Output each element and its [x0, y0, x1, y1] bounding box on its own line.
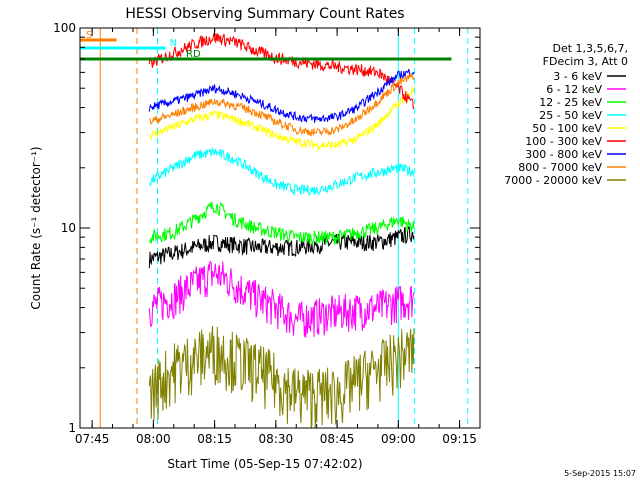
- series-line: [148, 68, 415, 123]
- series-12-25keV: [149, 201, 415, 247]
- flags-layer: S N RD: [79, 30, 452, 61]
- series-6-12keV: [148, 260, 415, 338]
- series-7000-20000keV: [148, 326, 415, 429]
- y-tick-label: 1: [68, 421, 76, 435]
- y-tick-label: 100: [53, 21, 76, 35]
- legend-header: Det 1,3,5,6,7,: [552, 42, 628, 55]
- legend-entry-label: 6 - 12 keV: [546, 83, 602, 96]
- x-tick-label: 09:00: [381, 432, 416, 446]
- legend-header: FDecim 3, Att 0: [543, 55, 628, 68]
- series-line: [148, 147, 415, 196]
- x-tick-label: 09:15: [442, 432, 477, 446]
- legend-entry-label: 100 - 300 keV: [525, 135, 602, 148]
- series-line: [149, 73, 415, 137]
- series-800-7000keV: [149, 73, 415, 137]
- legend-entry-label: 25 - 50 keV: [539, 109, 602, 122]
- x-tick-label: 08:45: [320, 432, 355, 446]
- series-layer: [148, 33, 415, 429]
- y-tick-label: 10: [61, 221, 76, 235]
- x-axis-label: Start Time (05-Sep-15 07:42:02): [167, 457, 362, 471]
- y-axis-label: Count Rate (s⁻¹ detector⁻¹): [29, 146, 43, 309]
- legend-entry-label: 3 - 6 keV: [553, 70, 602, 83]
- chart-title: HESSI Observing Summary Count Rates: [125, 6, 404, 22]
- legend-entry-label: 7000 - 20000 keV: [504, 174, 602, 187]
- vertical-markers: [99, 28, 469, 428]
- legend-entry-label: 800 - 7000 keV: [518, 161, 602, 174]
- date-stamp: 5-Sep-2015 15:07: [564, 469, 636, 478]
- x-tick-label: 08:15: [197, 432, 232, 446]
- legend-entry-label: 300 - 800 keV: [525, 148, 602, 161]
- axes-layer: 07:45 08:00 08:15 08:30 08:45 09:00 09:15 1 10 10…: [53, 21, 481, 446]
- series-line: [148, 225, 415, 269]
- legend: Det 1,3,5,6,7,FDecim 3, Att 0 3 - 6 keV6 …: [504, 42, 628, 187]
- series-line: [148, 326, 415, 429]
- series-300-800keV: [148, 68, 415, 123]
- legend-entry-label: 50 - 100 keV: [532, 122, 602, 135]
- series-line: [149, 201, 415, 247]
- series-25-50keV: [148, 147, 415, 196]
- x-tick-label: 08:30: [259, 432, 294, 446]
- series-line: [149, 86, 415, 152]
- series-50-100keV: [149, 86, 415, 152]
- flag-label: RD: [186, 49, 201, 60]
- x-tick-label: 08:00: [136, 432, 171, 446]
- x-tick-label: 07:45: [75, 432, 110, 446]
- legend-entry-label: 12 - 25 keV: [539, 96, 602, 109]
- series-3-6keV: [148, 225, 415, 269]
- flag-label: N: [170, 38, 177, 49]
- series-line: [148, 260, 415, 338]
- flag-label: S: [86, 30, 92, 41]
